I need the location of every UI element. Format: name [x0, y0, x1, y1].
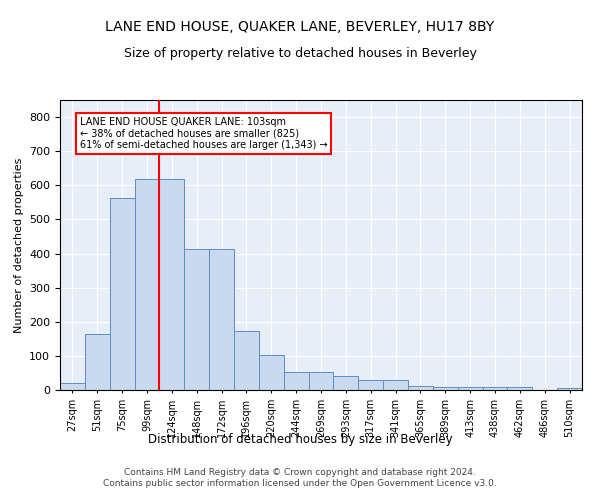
Bar [408, 386, 433, 390]
Bar [110, 198, 134, 390]
Bar [358, 380, 383, 390]
Bar [482, 388, 508, 390]
Text: Size of property relative to detached houses in Beverley: Size of property relative to detached ho… [124, 48, 476, 60]
Bar [334, 376, 358, 390]
Bar [134, 180, 160, 390]
Bar [284, 372, 308, 390]
Bar [383, 380, 408, 390]
Bar [308, 372, 334, 390]
Text: Contains HM Land Registry data © Crown copyright and database right 2024.
Contai: Contains HM Land Registry data © Crown c… [103, 468, 497, 487]
Bar [433, 386, 458, 390]
Y-axis label: Number of detached properties: Number of detached properties [14, 158, 23, 332]
Text: LANE END HOUSE, QUAKER LANE, BEVERLEY, HU17 8BY: LANE END HOUSE, QUAKER LANE, BEVERLEY, H… [106, 20, 494, 34]
Text: Distribution of detached houses by size in Beverley: Distribution of detached houses by size … [148, 432, 452, 446]
Bar [209, 249, 234, 390]
Bar [85, 334, 110, 390]
Bar [184, 249, 209, 390]
Bar [508, 388, 532, 390]
Bar [234, 332, 259, 390]
Bar [557, 388, 582, 390]
Bar [259, 355, 284, 390]
Bar [60, 383, 85, 390]
Text: LANE END HOUSE QUAKER LANE: 103sqm
← 38% of detached houses are smaller (825)
61: LANE END HOUSE QUAKER LANE: 103sqm ← 38%… [80, 117, 328, 150]
Bar [160, 180, 184, 390]
Bar [458, 386, 482, 390]
